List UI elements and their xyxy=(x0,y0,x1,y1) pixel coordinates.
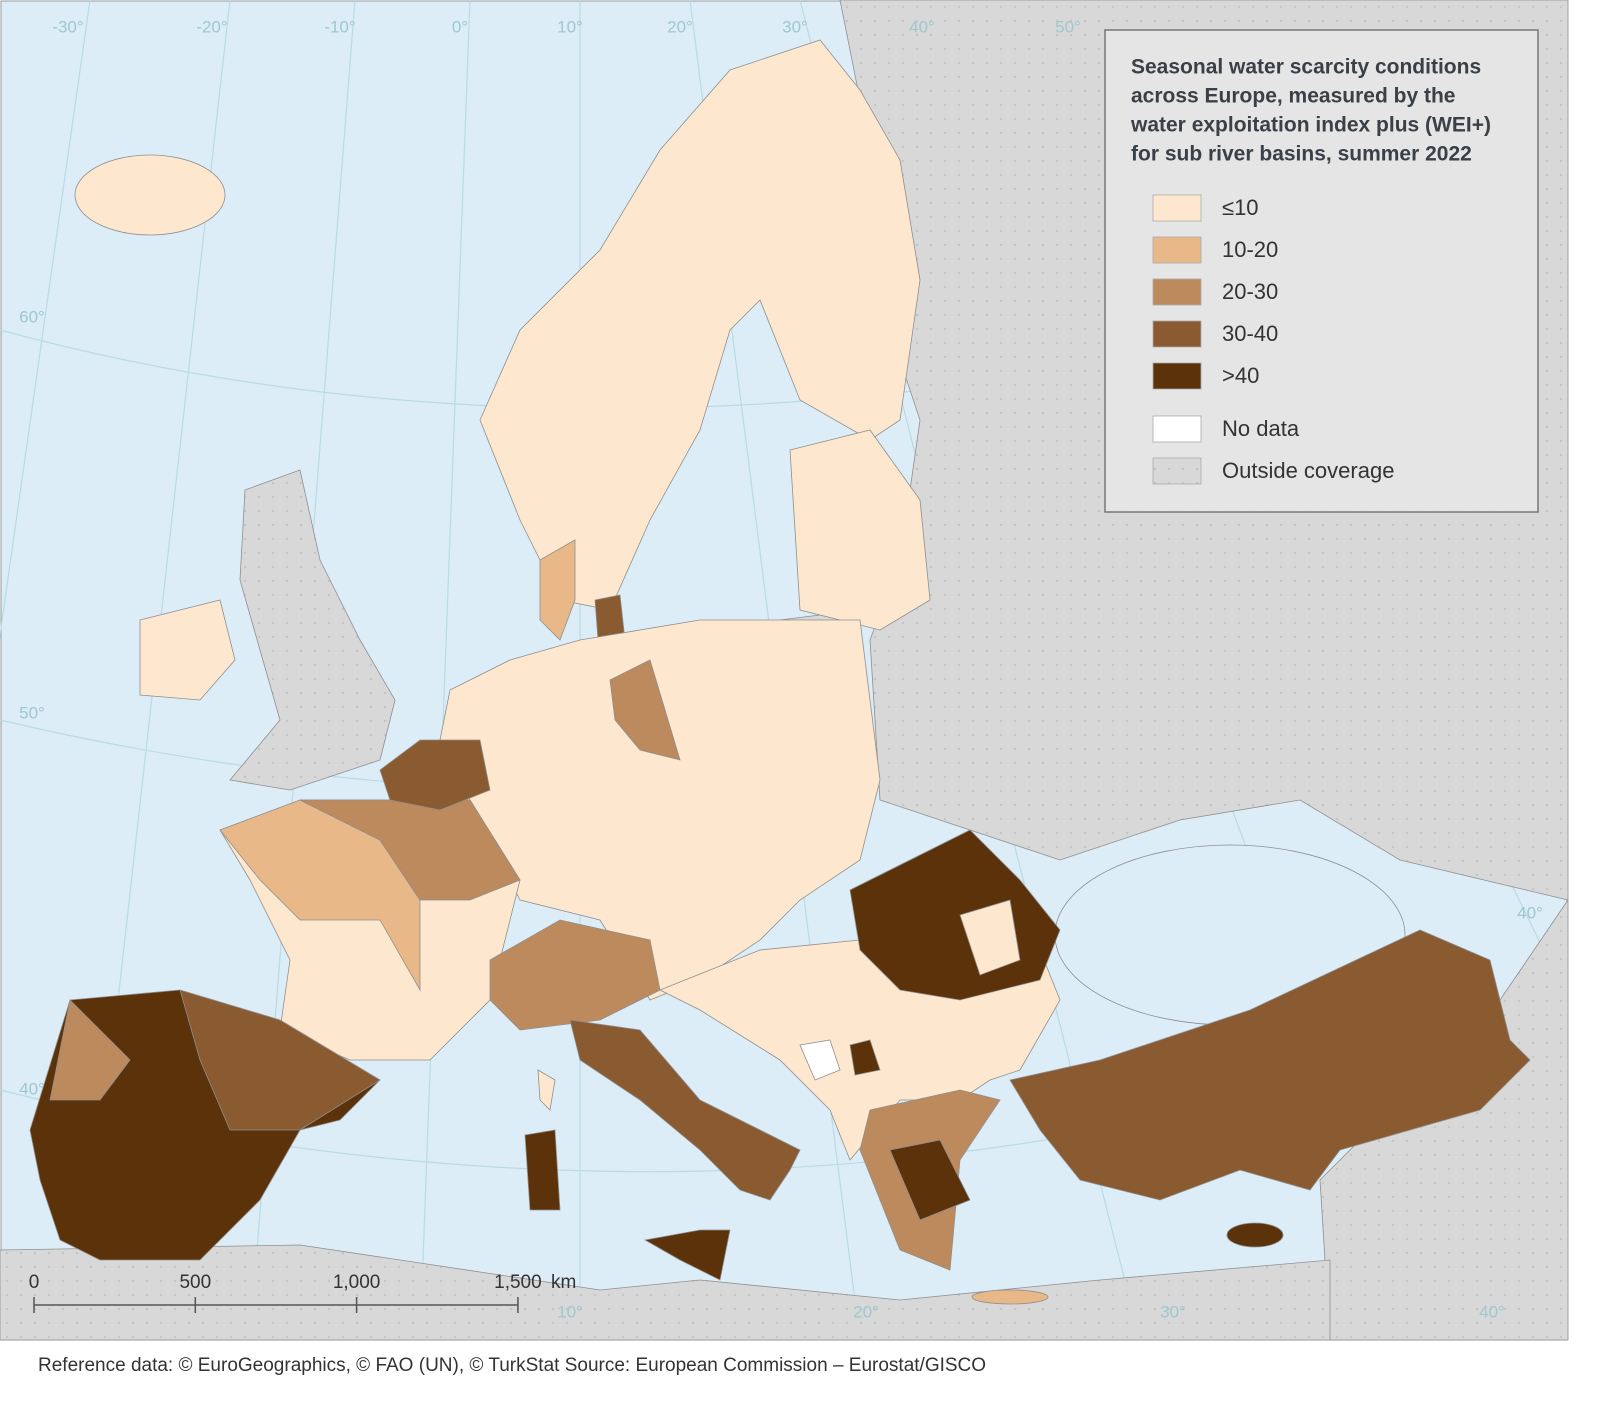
graticule-label: 50° xyxy=(19,703,45,722)
graticule-labels: -30° -20° -10° 0° 10° 20° 30° 40° 50° 60° 50° 40° 10… xyxy=(19,17,1543,1321)
romania-inner xyxy=(959,899,1021,976)
corsica xyxy=(537,1069,556,1111)
graticule-label: 40° xyxy=(909,17,935,36)
graticule-label: 0° xyxy=(452,17,468,36)
legend-label: 10-20 xyxy=(1222,237,1278,262)
greece-east xyxy=(889,1139,971,1221)
legend-swatch xyxy=(1152,362,1202,390)
sardinia xyxy=(524,1129,561,1211)
legend: Seasonal water scarcity conditions across… xyxy=(1130,56,1491,485)
legend-title: water exploitation index plus (WEI+) xyxy=(1130,114,1491,137)
turkey xyxy=(1009,929,1531,1201)
legend-swatch xyxy=(1152,415,1202,443)
italy-peninsula xyxy=(569,1019,801,1201)
montenegro xyxy=(799,1039,841,1081)
graticule-label: 60° xyxy=(19,307,45,326)
legend-swatch xyxy=(1152,320,1202,348)
legend-label: 30-40 xyxy=(1222,321,1278,346)
iberia-northeast xyxy=(179,989,381,1131)
graticule-label: 30° xyxy=(782,17,808,36)
scale-label: 1,500 xyxy=(494,1272,542,1293)
legend-swatch xyxy=(1152,278,1202,306)
cyprus xyxy=(1226,1222,1284,1248)
graticule-label: 40° xyxy=(19,1079,45,1098)
outside-coverage-uk xyxy=(229,469,396,791)
elbe-basin xyxy=(609,659,681,761)
graticule-label: 30° xyxy=(1160,1302,1186,1321)
legend-title: Seasonal water scarcity conditions xyxy=(1131,56,1481,79)
graticule-label: 40° xyxy=(1517,903,1543,922)
legend-swatch xyxy=(1152,457,1202,485)
legend-title: across Europe, measured by the xyxy=(1131,85,1455,108)
italy-north xyxy=(489,919,661,1031)
legend-label: 20-30 xyxy=(1222,279,1278,304)
scale-label: 0 xyxy=(29,1272,40,1293)
scale-label: 500 xyxy=(179,1272,211,1293)
graticule-label: 40° xyxy=(1479,1302,1505,1321)
baltics xyxy=(789,429,931,631)
legend-label: ≤10 xyxy=(1222,195,1259,220)
iceland xyxy=(74,154,226,236)
legend-label: >40 xyxy=(1222,363,1259,388)
denmark xyxy=(539,539,576,641)
legend-swatch xyxy=(1152,236,1202,264)
legend-label: No data xyxy=(1222,416,1300,441)
crete xyxy=(971,1289,1049,1305)
ireland xyxy=(139,599,236,701)
sicily xyxy=(643,1229,731,1281)
graticule-label: -10° xyxy=(324,17,355,36)
legend-title: for sub river basins, summer 2022 xyxy=(1131,143,1472,166)
scandinavia xyxy=(479,39,921,611)
source: Reference data: © EuroGeographics, © FAO… xyxy=(38,1355,986,1376)
graticule-label: 10° xyxy=(557,17,583,36)
graticule-label: -30° xyxy=(52,17,83,36)
scale-unit: km xyxy=(551,1272,576,1293)
scale-label: 1,000 xyxy=(333,1272,381,1293)
scale-bar: 0 500 1,000 1,500 km xyxy=(29,1272,576,1313)
graticule-label: -20° xyxy=(196,17,227,36)
graticule-label: 50° xyxy=(1055,17,1081,36)
legend-label: Outside coverage xyxy=(1222,458,1394,483)
benelux xyxy=(379,739,491,811)
graticule-label: 20° xyxy=(853,1302,879,1321)
legend-swatch xyxy=(1152,194,1202,222)
graticule-label: 20° xyxy=(667,17,693,36)
portugal-north xyxy=(49,999,131,1101)
kosovo xyxy=(849,1039,881,1076)
graticule-label: 10° xyxy=(557,1302,583,1321)
